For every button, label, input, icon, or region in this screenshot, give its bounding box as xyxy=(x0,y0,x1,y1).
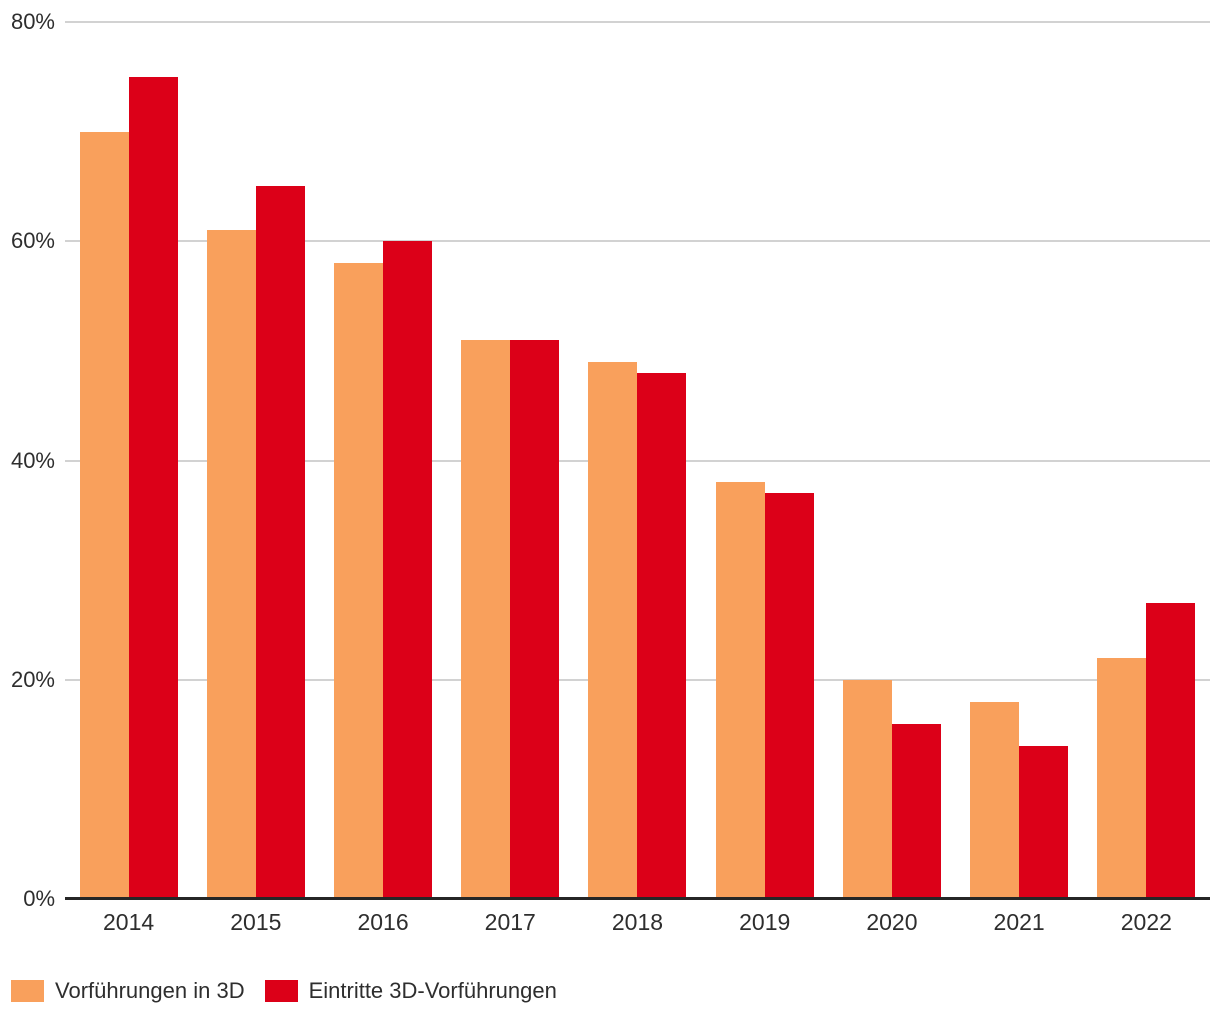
bar-groups xyxy=(65,22,1210,899)
bar-group-2019 xyxy=(701,22,828,899)
bar-eintritte-3d-vorf-hrungen-2020 xyxy=(891,723,941,899)
legend-label: Eintritte 3D-Vorführungen xyxy=(308,978,557,1003)
bar-group-2018 xyxy=(574,22,701,899)
bar-eintritte-3d-vorf-hrungen-2018 xyxy=(637,372,687,899)
bar-group-2016 xyxy=(319,22,446,899)
legend-item-eintritte-3d-vorf-hrungen: Eintritte 3D-Vorführungen xyxy=(264,978,557,1003)
bar-vorf-hrungen-in-3d-2018 xyxy=(588,361,638,899)
bar-eintritte-3d-vorf-hrungen-2015 xyxy=(255,186,305,899)
gridline xyxy=(65,21,1210,23)
bar-eintritte-3d-vorf-hrungen-2014 xyxy=(128,76,178,899)
bar-eintritte-3d-vorf-hrungen-2021 xyxy=(1019,745,1069,899)
legend-label: Vorführungen in 3D xyxy=(55,978,245,1003)
x-tick-label: 2017 xyxy=(484,909,536,935)
bar-group-2015 xyxy=(192,22,319,899)
bar-group-2014 xyxy=(65,22,192,899)
x-axis-labels: 2014 2015 2016 2017 2018 2019 2020 2021 2022 xyxy=(65,909,1210,935)
x-tick-label: 2022 xyxy=(1120,909,1172,935)
bar-vorf-hrungen-in-3d-2020 xyxy=(842,679,892,899)
bar-eintritte-3d-vorf-hrungen-2017 xyxy=(510,339,560,899)
x-tick-label: 2018 xyxy=(611,909,664,935)
bar-group-2021 xyxy=(956,22,1083,899)
plot-area xyxy=(65,21,1210,899)
gridline xyxy=(65,240,1210,243)
bar-vorf-hrungen-in-3d-2015 xyxy=(206,230,256,899)
legend-swatch xyxy=(264,980,298,1002)
legend-swatch xyxy=(11,980,44,1002)
y-tick-label: 0% xyxy=(23,886,55,911)
y-tick-label: 60% xyxy=(10,228,55,254)
bar-eintritte-3d-vorf-hrungen-2019 xyxy=(764,493,814,899)
y-tick-label: 20% xyxy=(10,666,55,692)
bar-eintritte-3d-vorf-hrungen-2016 xyxy=(383,241,433,899)
bar-group-2020 xyxy=(828,22,955,899)
x-axis-line xyxy=(65,897,1210,900)
x-tick-label: 2019 xyxy=(739,909,791,935)
y-tick-label: 40% xyxy=(10,447,55,473)
bar-vorf-hrungen-in-3d-2017 xyxy=(461,339,511,899)
bar-vorf-hrungen-in-3d-2019 xyxy=(715,482,765,899)
bar-vorf-hrungen-in-3d-2016 xyxy=(334,263,384,899)
bar-vorf-hrungen-in-3d-2022 xyxy=(1097,657,1147,899)
legend: Vorführungen in 3D Eintritte 3D-Vorführun… xyxy=(11,980,557,1002)
x-tick-label: 2016 xyxy=(357,909,409,935)
legend-item-vorf-hrungen-in-3d: Vorführungen in 3D xyxy=(11,980,245,1002)
bar-group-2017 xyxy=(447,22,574,899)
x-tick-label: 2021 xyxy=(993,909,1045,935)
bar-group-2022 xyxy=(1083,22,1210,899)
x-tick-label: 2015 xyxy=(230,909,282,935)
y-tick-label: 80% xyxy=(10,9,55,34)
bar-eintritte-3d-vorf-hrungen-2022 xyxy=(1146,603,1196,899)
x-tick-label: 2020 xyxy=(866,909,918,935)
bar-vorf-hrungen-in-3d-2021 xyxy=(970,701,1020,899)
x-tick-label: 2014 xyxy=(103,909,155,935)
bar-vorf-hrungen-in-3d-2014 xyxy=(79,131,129,899)
